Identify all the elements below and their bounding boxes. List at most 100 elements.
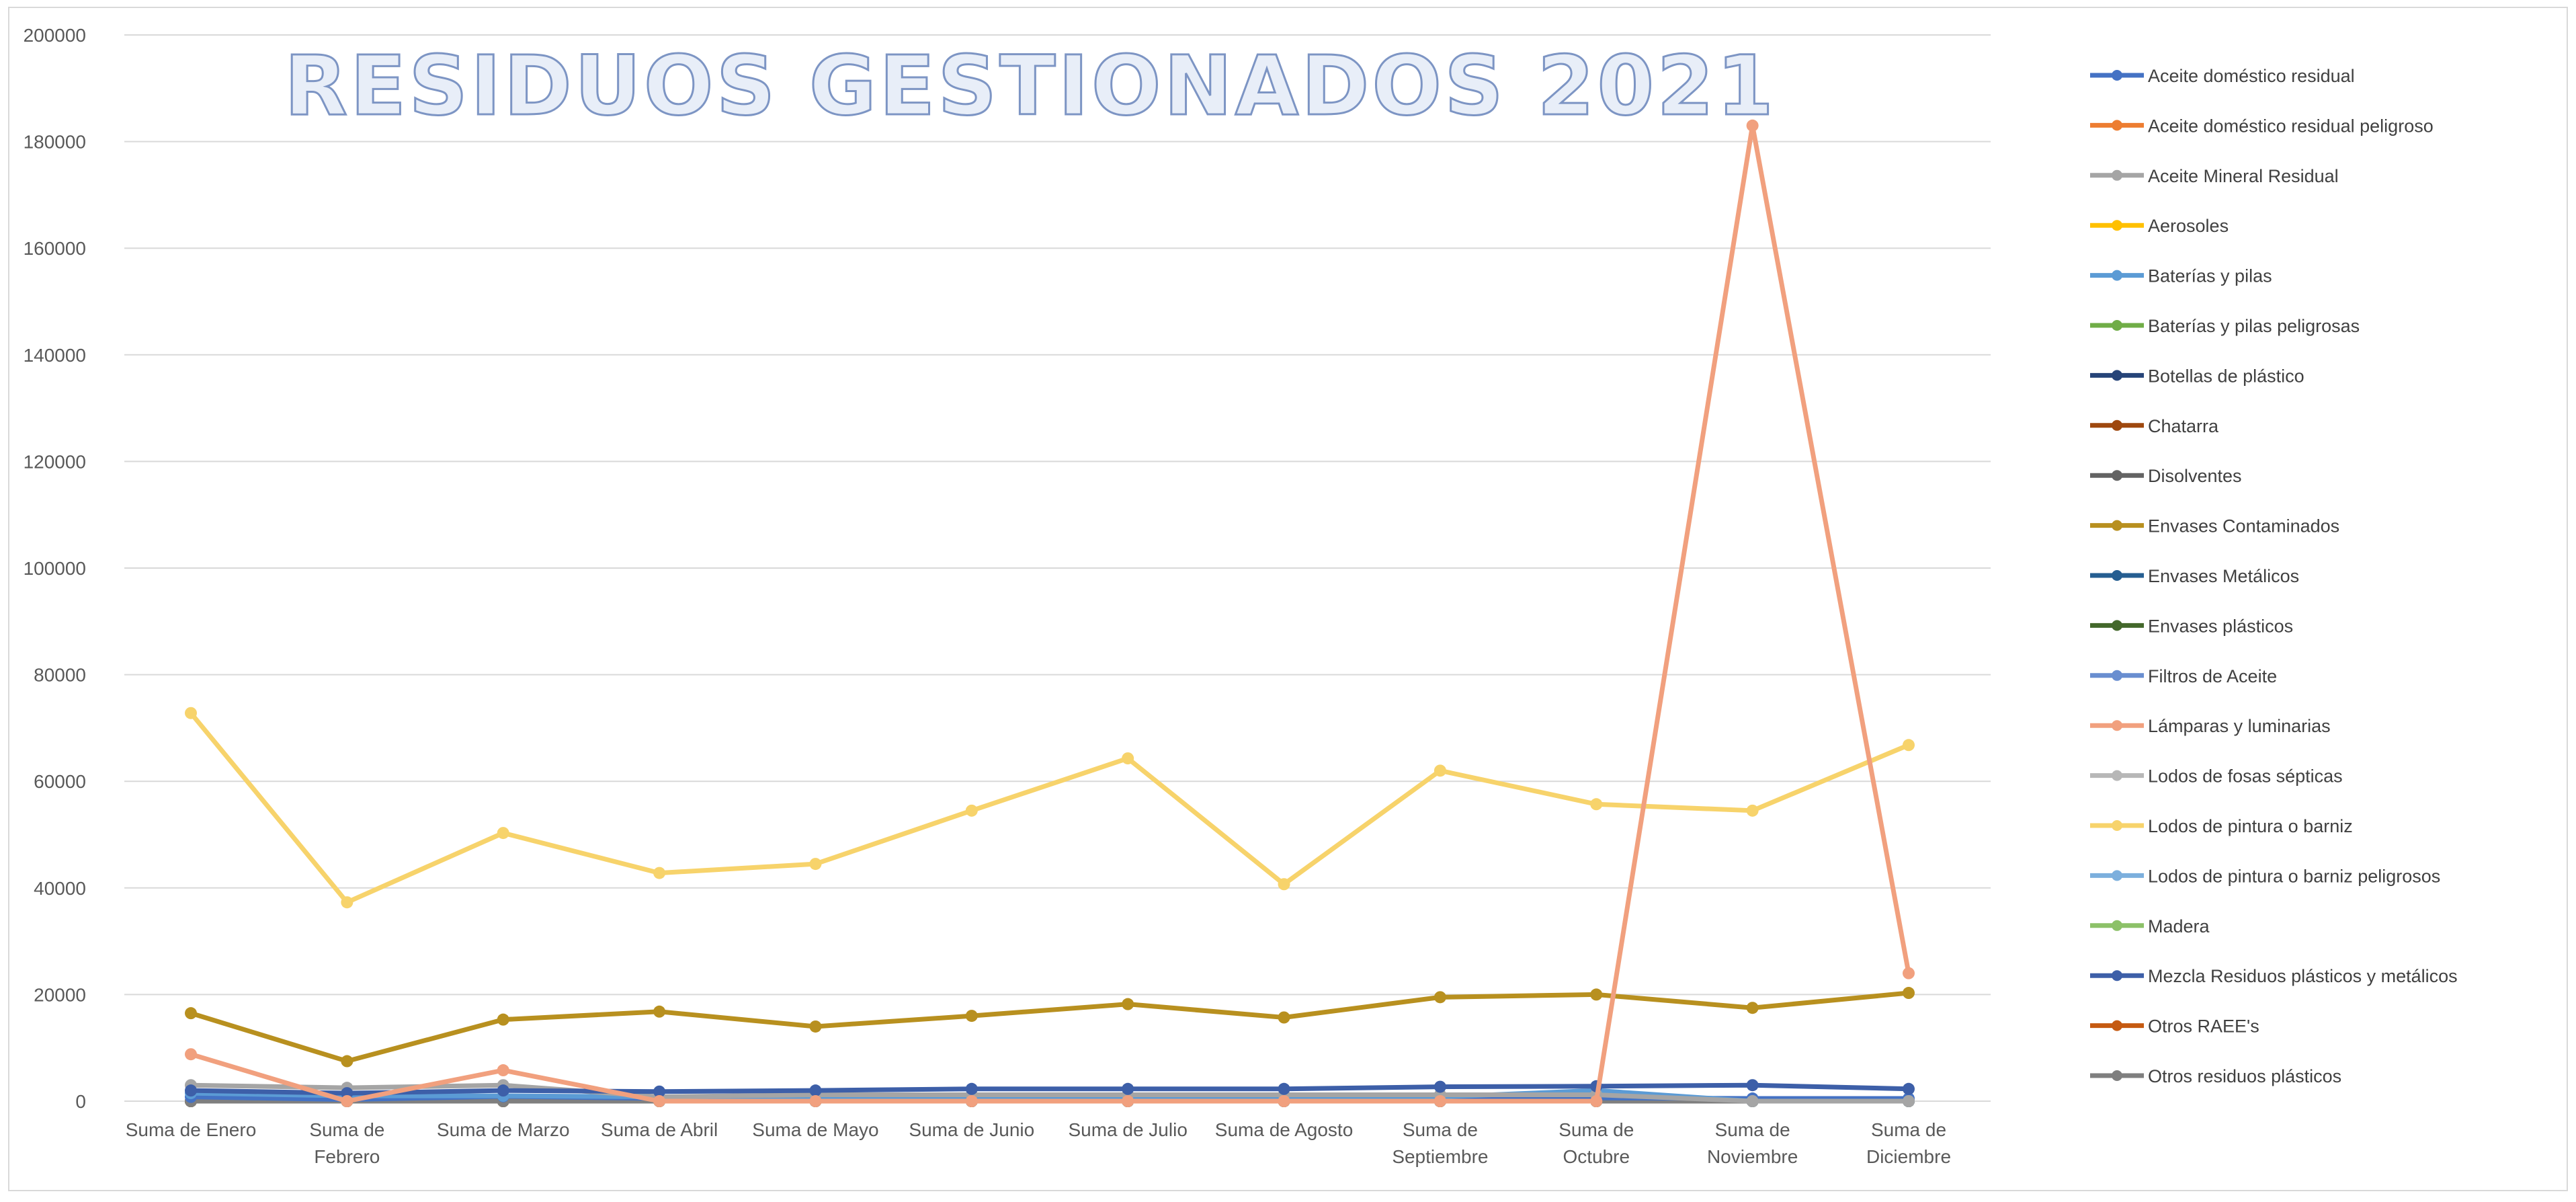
legend-item: Otros RAEE's xyxy=(2090,1016,2259,1037)
data-point xyxy=(185,1084,197,1097)
y-tick-label: 140000 xyxy=(24,345,86,366)
data-point xyxy=(497,827,509,840)
x-tick-label-line: Suma de Enero xyxy=(126,1119,257,1140)
data-point xyxy=(965,1082,978,1095)
data-point xyxy=(1278,1095,1290,1107)
legend-swatch-marker xyxy=(2112,870,2122,881)
legend-item: Chatarra xyxy=(2090,416,2219,436)
chart-frame xyxy=(8,7,2568,1191)
legend-label: Envases plásticos xyxy=(2148,616,2293,636)
x-tick-label-line: Suma de Junio xyxy=(909,1119,1034,1140)
legend-swatch-marker xyxy=(2112,120,2122,131)
legend-label: Aceite Mineral Residual xyxy=(2148,166,2339,186)
data-point xyxy=(1122,998,1134,1010)
data-point xyxy=(497,1064,509,1077)
legend-swatch-marker xyxy=(2112,270,2122,281)
y-tick-label: 160000 xyxy=(24,238,86,259)
x-tick-label: Suma de Diciembre xyxy=(1866,1119,1951,1167)
legend-item: Envases Metálicos xyxy=(2090,566,2299,586)
legend-swatch-marker xyxy=(2112,670,2122,681)
x-tick-label: Suma de Abril xyxy=(601,1119,718,1140)
legend-label: Aceite doméstico residual peligroso xyxy=(2148,116,2434,136)
data-point xyxy=(1746,1079,1759,1092)
legend-label: Envases Metálicos xyxy=(2148,566,2299,586)
x-tick-label: Suma de Junio xyxy=(909,1119,1034,1140)
legend-label: Aceite doméstico residual xyxy=(2148,66,2355,86)
y-tick-label: 80000 xyxy=(34,665,86,686)
legend-label: Disolventes xyxy=(2148,466,2242,486)
series-line xyxy=(190,1082,1909,1096)
series-18 xyxy=(185,1079,1915,1100)
data-point xyxy=(1278,1011,1290,1024)
series-13 xyxy=(185,119,1915,1107)
legend-item: Lodos de pintura o barniz xyxy=(2090,816,2353,836)
data-point xyxy=(1746,119,1759,132)
data-point xyxy=(1590,798,1603,811)
legend-label: Lodos de pintura o barniz xyxy=(2148,816,2353,836)
legend-item: Lodos de fosas sépticas xyxy=(2090,766,2343,787)
x-tick-label-line: Octubre xyxy=(1563,1146,1630,1167)
x-tick-label: Suma de Mayo xyxy=(752,1119,878,1140)
legend-swatch-marker xyxy=(2112,620,2122,631)
data-point xyxy=(1746,1002,1759,1014)
legend-item: Lámparas y luminarias xyxy=(2090,716,2331,736)
data-point xyxy=(1122,1082,1134,1095)
data-point xyxy=(653,867,666,879)
data-point xyxy=(965,1095,978,1107)
series-9 xyxy=(185,987,1915,1068)
legend-label: Baterías y pilas xyxy=(2148,266,2272,286)
series-lines xyxy=(185,119,1915,1107)
data-point xyxy=(809,858,822,871)
legend-swatch-marker xyxy=(2112,970,2122,981)
data-point xyxy=(1590,988,1603,1001)
x-tick-label: Suma de Enero xyxy=(126,1119,257,1140)
legend-swatch-marker xyxy=(2112,720,2122,731)
data-point xyxy=(1903,1095,1915,1107)
legend-swatch-marker xyxy=(2112,419,2122,431)
legend-swatch-marker xyxy=(2112,320,2122,331)
legend-swatch-marker xyxy=(2112,770,2122,781)
x-tick-label: Suma de Octubre xyxy=(1559,1119,1634,1167)
x-tick-label-line: Suma de Abril xyxy=(601,1119,718,1140)
x-axis-ticks: Suma de Enero Suma de Febrero Suma de Marzo… xyxy=(126,1119,1951,1167)
x-tick-label-line: Suma de Agosto xyxy=(1215,1119,1353,1140)
legend-swatch-marker xyxy=(2112,520,2122,531)
data-point xyxy=(341,1055,354,1068)
x-tick-label-line: Suma de xyxy=(1715,1119,1790,1140)
data-point xyxy=(1903,987,1915,1000)
data-point xyxy=(185,707,197,719)
legend-item: Envases plásticos xyxy=(2090,616,2293,636)
legend-label: Filtros de Aceite xyxy=(2148,666,2277,686)
series-15 xyxy=(185,707,1915,909)
data-point xyxy=(1434,991,1446,1004)
data-point xyxy=(185,1048,197,1061)
legend-swatch-marker xyxy=(2112,570,2122,581)
data-point xyxy=(653,1095,666,1107)
legend-label: Otros residuos plásticos xyxy=(2148,1066,2341,1086)
x-tick-label-line: Noviembre xyxy=(1707,1146,1798,1167)
y-tick-label: 120000 xyxy=(24,451,86,472)
legend-label: Botellas de plástico xyxy=(2148,366,2304,386)
data-point xyxy=(341,896,354,909)
x-tick-label: Suma de Marzo xyxy=(437,1119,570,1140)
x-tick-label-line: Suma de xyxy=(1559,1119,1634,1140)
x-tick-label: Suma de Julio xyxy=(1068,1119,1187,1140)
x-tick-label-line: Suma de Marzo xyxy=(437,1119,570,1140)
legend-item: Disolventes xyxy=(2090,466,2242,486)
legend-item: Aceite doméstico residual peligroso xyxy=(2090,116,2434,136)
x-tick-label-line: Suma de Mayo xyxy=(752,1119,878,1140)
x-tick-label-line: Septiembre xyxy=(1392,1146,1488,1167)
data-point xyxy=(1903,967,1915,979)
data-point xyxy=(1278,1082,1290,1095)
x-tick-label-line: Suma de Julio xyxy=(1068,1119,1187,1140)
legend-label: Mezcla Residuos plásticos y metálicos xyxy=(2148,966,2458,986)
legend-item: Lodos de pintura o barniz peligrosos xyxy=(2090,866,2440,886)
data-point xyxy=(965,804,978,817)
y-tick-label: 200000 xyxy=(24,25,86,46)
x-tick-label-line: Suma de xyxy=(1403,1119,1478,1140)
legend-item: Madera xyxy=(2090,916,2210,936)
series-line xyxy=(189,711,1910,905)
data-point xyxy=(1122,752,1134,765)
legend-swatch-marker xyxy=(2112,1020,2122,1031)
legend-label: Aerosoles xyxy=(2148,216,2229,236)
